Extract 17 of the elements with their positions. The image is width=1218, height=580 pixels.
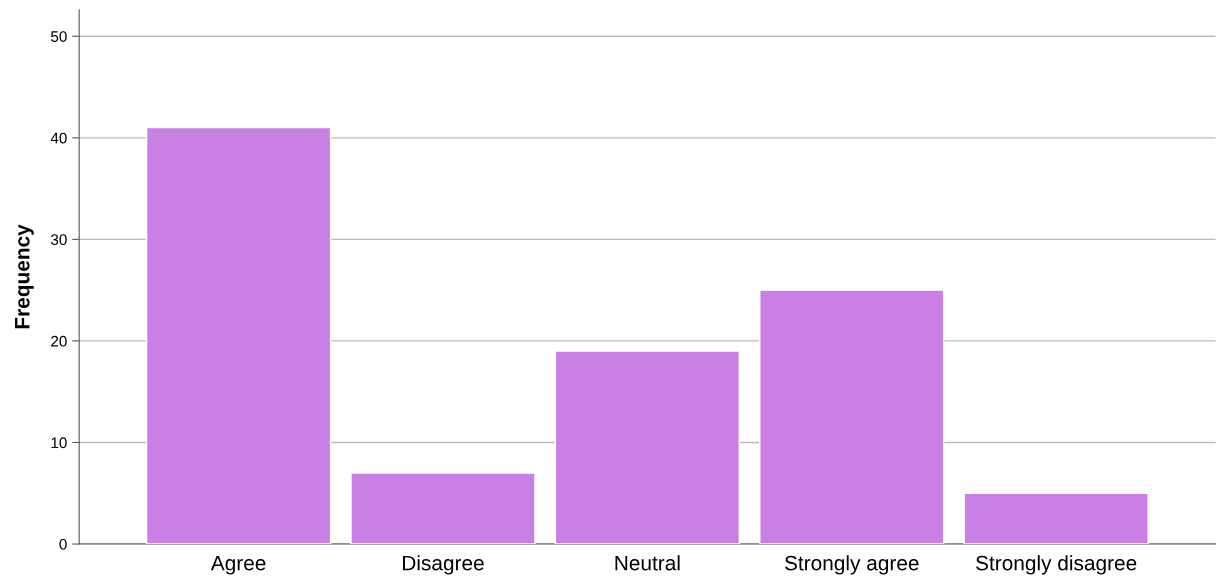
bar [145, 126, 332, 545]
y-tick-label: 50 [50, 31, 67, 42]
x-tick-label: Agree [210, 555, 266, 575]
y-axis-title: Frequency [15, 224, 34, 329]
bar [350, 472, 536, 545]
bar [554, 350, 741, 545]
x-tick-label: Neutral [615, 555, 680, 571]
x-tick-label: Strongly disagree [976, 555, 1137, 575]
y-tick-label: 10 [51, 437, 67, 449]
y-tick-label: 40 [50, 132, 67, 144]
x-tick-label: Strongly agree [784, 555, 919, 575]
y-tick-label: 0 [59, 538, 67, 550]
y-tick-label: 30 [50, 234, 67, 246]
y-tick-label: 20 [51, 335, 67, 347]
bar [759, 289, 945, 545]
bar [963, 492, 1149, 545]
x-tick-label: Disagree [403, 555, 484, 575]
